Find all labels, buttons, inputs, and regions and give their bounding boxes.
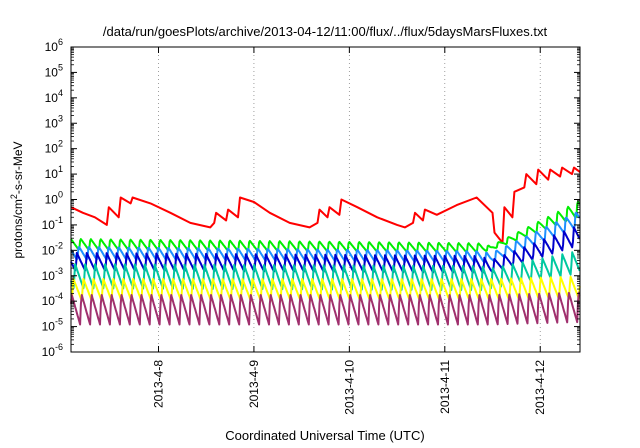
y-tick-label-3: 10-3 [42, 266, 63, 283]
y-tick-base: 10 [42, 243, 56, 257]
y-tick-label-8: 102 [45, 139, 63, 156]
y-tick-exp: 4 [58, 88, 63, 98]
series-line-6 [70, 291, 581, 326]
y-tick-label-11: 105 [45, 62, 63, 79]
y-tick-base: 10 [42, 345, 56, 359]
y-tick-base: 10 [45, 40, 59, 54]
y-tick-exp: -1 [55, 215, 63, 225]
y-tick-label-6: 100 [45, 190, 63, 207]
x-axis-label: Coordinated Universal Time (UTC) [225, 428, 424, 443]
y-tick-exp: 1 [58, 164, 63, 174]
y-tick-exp: 5 [58, 62, 63, 72]
y-tick-base: 10 [42, 294, 56, 308]
y-tick-exp: -5 [55, 317, 63, 327]
y-tick-exp: 0 [58, 190, 63, 200]
y-axis-label: protons/cm2-s-sr-MeV [9, 141, 25, 258]
y-tick-base: 10 [45, 142, 59, 156]
series-line-4 [70, 251, 581, 292]
series-line-5 [70, 275, 581, 302]
series-line-1 [70, 200, 581, 253]
y-tick-base: 10 [45, 116, 59, 130]
y-tick-label-2: 10-4 [42, 291, 63, 308]
y-tick-label-10: 104 [45, 88, 63, 105]
y-tick-exp: -4 [55, 291, 63, 301]
y-tick-exp: -3 [55, 266, 63, 276]
x-axis-ticks: 2013-4-8 2013-4-9 2013-4-10 2013-4-11 2013-4… [151, 47, 547, 415]
y-tick-exp: -6 [55, 342, 63, 352]
x-tick-label-1: 2013-4-9 [247, 360, 261, 408]
x-tick-label-2: 2013-4-10 [342, 360, 356, 415]
series-layer [70, 166, 581, 326]
y-tick-base: 10 [45, 193, 59, 207]
plot-frame [70, 46, 581, 353]
y-tick-label-4: 10-2 [42, 240, 63, 257]
grid-lines [158, 47, 541, 352]
y-tick-label-5: 10-1 [42, 215, 63, 232]
y-tick-base: 10 [45, 91, 59, 105]
chart-title: /data/run/goesPlots/archive/2013-04-12/1… [103, 24, 548, 39]
y-tick-label-7: 101 [45, 164, 63, 181]
y-tick-base: 10 [45, 65, 59, 79]
y-tick-exp: 2 [58, 139, 63, 149]
series-line-0 [70, 166, 581, 244]
y-tick-label-12: 106 [45, 37, 63, 54]
y-tick-label-1: 10-5 [42, 317, 63, 334]
y-axis-ticks: 10-610-510-410-310-210-11001011021031041… [42, 37, 580, 359]
y-tick-label-9: 103 [45, 113, 63, 130]
x-tick-label-4: 2013-4-12 [533, 360, 547, 415]
y-tick-base: 10 [45, 167, 59, 181]
y-tick-base: 10 [42, 218, 56, 232]
series-line-3 [70, 226, 581, 274]
y-tick-base: 10 [42, 320, 56, 334]
y-tick-label-0: 10-6 [42, 342, 63, 359]
x-tick-label-0: 2013-4-8 [151, 360, 165, 408]
y-tick-base: 10 [42, 269, 56, 283]
y-tick-exp: 6 [58, 37, 63, 47]
x-tick-label-3: 2013-4-11 [438, 360, 452, 414]
y-tick-exp: 3 [58, 113, 63, 123]
y-tick-exp: -2 [55, 240, 63, 250]
